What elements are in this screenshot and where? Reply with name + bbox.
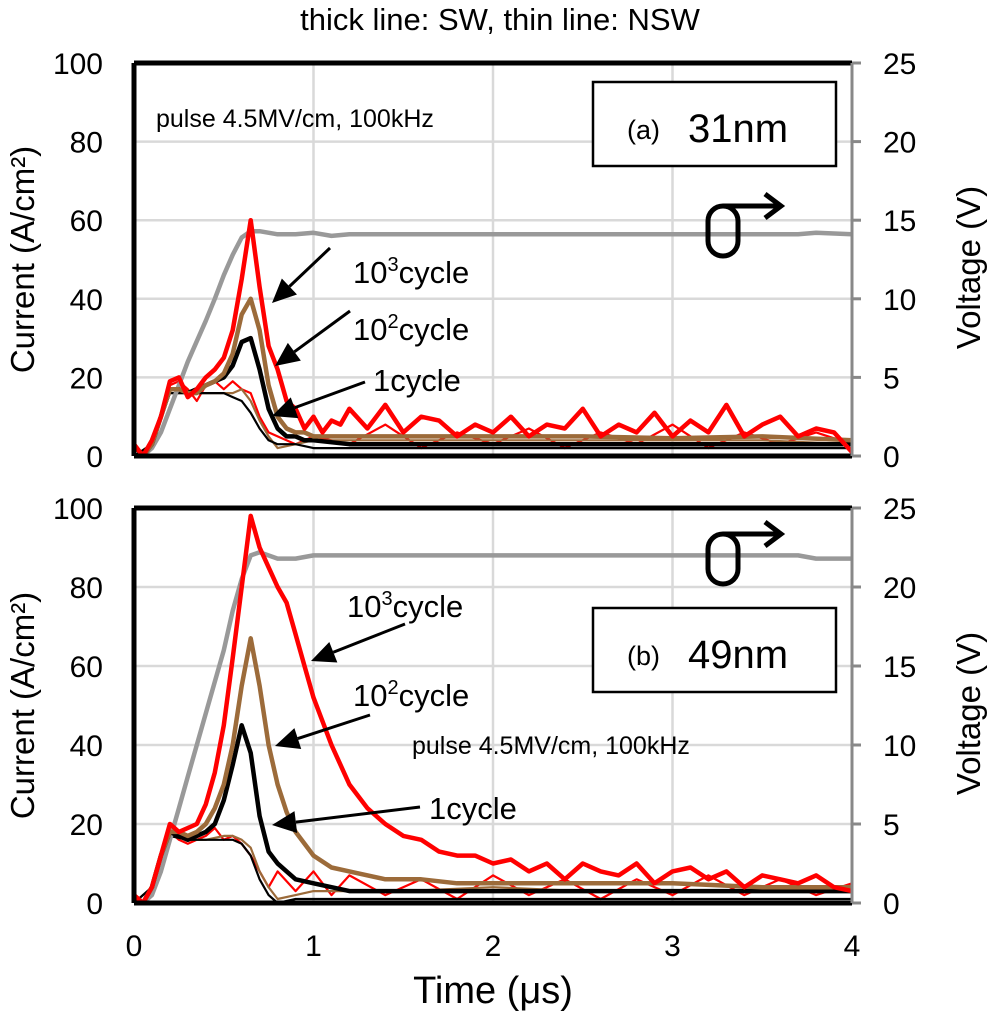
- pointer-arrow-head-icon: [272, 811, 298, 834]
- y-tick-label: 20: [70, 362, 103, 395]
- panel-letter: (a): [627, 115, 660, 145]
- y2-tick-label: 0: [883, 441, 900, 474]
- panel-label-box: [591, 606, 838, 694]
- y2-tick-label: 25: [883, 493, 916, 526]
- y-tick-label: 60: [70, 205, 103, 238]
- pointer-arrow-line: [294, 380, 366, 410]
- y-axis-title: Current (A/cm²): [4, 146, 41, 373]
- label-base: 10: [347, 589, 381, 624]
- y-tick-label: 100: [53, 48, 103, 81]
- series-label-cycle-1: 1cycle: [429, 791, 517, 826]
- pointer-arrow-line: [297, 713, 371, 740]
- panel-b: pulse 4.5MV/cm, 100kHz020406080100051015…: [4, 493, 987, 963]
- x-tick-label: 1: [305, 930, 322, 963]
- y2-tick-label: 10: [883, 284, 916, 317]
- sigma-arrow-head: [763, 520, 786, 548]
- label-base: 10: [353, 312, 387, 347]
- x-tick-label: 3: [664, 930, 681, 963]
- thickness-label: 49nm: [688, 633, 788, 677]
- x-tick-label: 2: [485, 930, 502, 963]
- y2-tick-label: 20: [883, 127, 916, 160]
- panel-letter: (b): [627, 641, 660, 671]
- label-suffix: cycle: [446, 791, 517, 826]
- y2-tick-label: 10: [883, 730, 916, 763]
- y2-tick-label: 5: [883, 809, 900, 842]
- label-exponent: 2: [387, 677, 398, 699]
- series-line-voltage: [134, 228, 853, 459]
- label-exponent: 3: [381, 588, 392, 610]
- pointer-arrow-line: [288, 246, 332, 288]
- label-suffix: cycle: [399, 312, 470, 347]
- series-line-10-2-cycle-sw: [134, 296, 853, 459]
- y-tick-label: 80: [70, 127, 103, 160]
- x-tick-label: 4: [844, 930, 861, 963]
- y-tick-label: 40: [70, 284, 103, 317]
- y-tick-label: 40: [70, 730, 103, 763]
- sigma-loop: [705, 203, 741, 259]
- y2-axis-title: Voltage (V): [950, 186, 987, 349]
- pulse-annotation: pulse 4.5MV/cm, 100kHz: [156, 105, 434, 133]
- label-base: 10: [353, 678, 387, 713]
- label-exponent: 3: [387, 254, 398, 276]
- y2-tick-label: 5: [883, 362, 900, 395]
- label-suffix: cycle: [390, 363, 461, 398]
- y2-tick-label: 20: [883, 572, 916, 605]
- y-tick-label: 80: [70, 572, 103, 605]
- pointer-arrow-line: [293, 309, 351, 354]
- y2-tick-label: 25: [883, 48, 916, 81]
- y-tick-label: 60: [70, 651, 103, 684]
- y2-tick-label: 0: [883, 888, 900, 921]
- pointer-arrow-head-icon: [275, 728, 302, 750]
- panel-label-box: [591, 80, 838, 168]
- y2-tick-label: 15: [883, 205, 916, 238]
- pointer-arrow-head-icon: [272, 278, 297, 303]
- label-suffix: cycle: [399, 678, 470, 713]
- y-tick-label: 100: [53, 493, 103, 526]
- y-tick-label: 0: [86, 441, 103, 474]
- series-label-cycle-1e2: 102cycle: [353, 311, 469, 347]
- y-axis-title: Current (A/cm²): [4, 592, 41, 819]
- thickness-label: 31nm: [688, 107, 788, 151]
- label-suffix: cycle: [399, 255, 470, 290]
- sigma-loop: [705, 531, 741, 587]
- pointer-arrow-line: [332, 622, 406, 654]
- figure-title: thick line: SW, thin line: NSW: [300, 2, 700, 37]
- pointer-arrow-head-icon: [275, 342, 301, 366]
- y-tick-label: 20: [70, 809, 103, 842]
- pointer-arrow-head-icon: [311, 641, 338, 663]
- sigma-arrow-head: [763, 192, 786, 220]
- series-label-cycle-1e3: 103cycle: [353, 254, 469, 290]
- pointer-arrow-line: [295, 805, 421, 824]
- label-suffix: cycle: [393, 589, 464, 624]
- series-line-10-3-cycle-sw: [132, 513, 853, 906]
- y-tick-label: 0: [86, 888, 103, 921]
- panel-a: pulse 4.5MV/cm, 100kHz 0 20 40 60 80 100 0 5 10 15…: [4, 48, 987, 474]
- y2-axis-title: Voltage (V): [950, 632, 987, 795]
- label-base: 1: [429, 791, 446, 826]
- label-base: 10: [353, 255, 387, 290]
- series-label-cycle-1e2: 102cycle: [353, 677, 469, 713]
- series-line-10-3-cycle-sw: [132, 217, 854, 459]
- label-base: 1: [373, 363, 390, 398]
- pulse-annotation: pulse 4.5MV/cm, 100kHz: [412, 732, 690, 760]
- y2-tick-label: 15: [883, 651, 916, 684]
- series-label-cycle-1: 1cycle: [373, 363, 461, 398]
- x-tick-label: 0: [126, 930, 143, 963]
- series-label-cycle-1e3: 103cycle: [347, 588, 463, 624]
- series-line-1-cycle-sw: [134, 723, 852, 906]
- right-axis-arrow-icon: [705, 192, 786, 259]
- label-exponent: 2: [387, 311, 398, 333]
- x-axis-title: Time (μs): [413, 970, 573, 1012]
- right-axis-arrow-icon: [705, 520, 786, 587]
- pointer-arrow-head-icon: [272, 397, 299, 419]
